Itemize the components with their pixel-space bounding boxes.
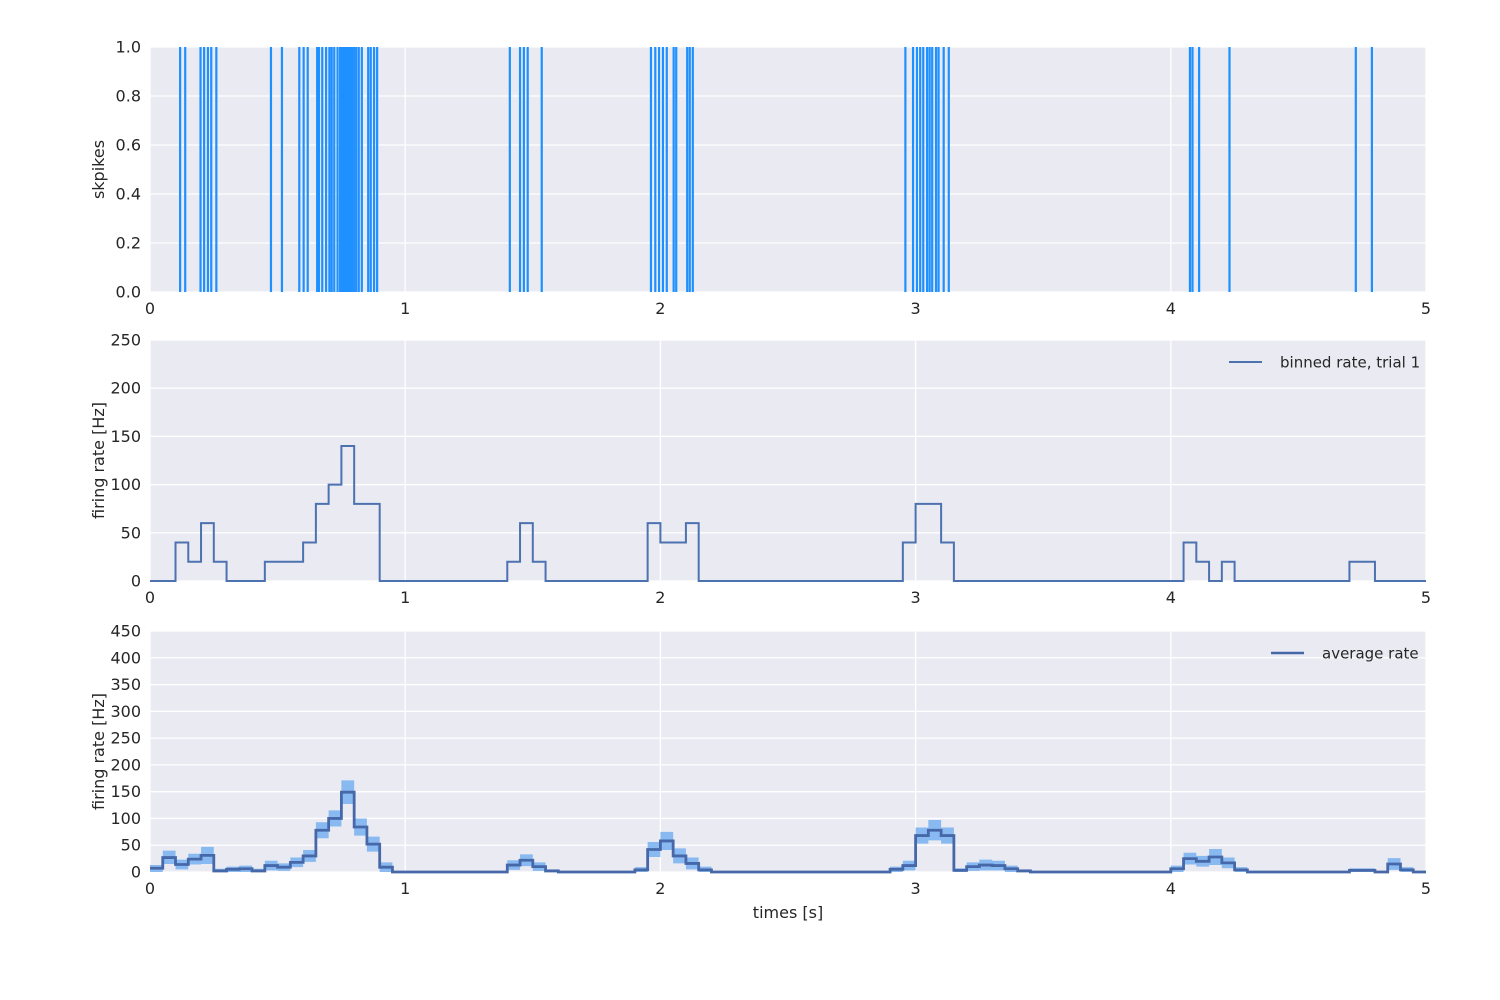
x-tick-label: 2 [655,299,665,318]
average-rate-panel: 0 50 100 150 200 250 300 350 400 450 0 1 2 3 4 5 firing … [89,622,1431,923]
x-tick-label: 0 [145,879,155,898]
y-tick-label: 0.4 [116,185,141,204]
legend-label: average rate [1322,645,1419,663]
y-tick-label: 50 [121,836,141,855]
y-axis-label: firing rate [Hz] [89,402,108,519]
y-tick-label: 0.6 [116,136,141,155]
binned-rate-step-line [150,445,1426,582]
y-tick-label: 0.2 [116,234,141,253]
binned-rate-panel: 0 50 100 150 200 250 0 1 2 3 4 5 firing rate [Hz] bin… [89,331,1431,608]
x-axis-label: times [s] [753,903,823,922]
x-tick-label: 3 [911,299,921,318]
x-tick-label: 1 [400,879,410,898]
y-tick-label: 450 [110,622,141,641]
y-tick-label: 250 [110,331,141,350]
average-rate-mean-line [150,790,1426,874]
x-tick-label: 1 [400,299,410,318]
x-tick-label: 3 [911,879,921,898]
y-tick-label: 100 [110,475,141,494]
x-tick-label: 0 [145,588,155,607]
legend-binned-rate: binned rate, trial 1 [1229,354,1420,372]
y-tick-label: 100 [110,809,141,828]
y-axis-label: firing rate [Hz] [89,693,108,810]
y-tick-label: 50 [121,523,141,542]
y-axis-label: skpikes [89,140,108,199]
x-tick-label: 0 [145,299,155,318]
x-tick-label: 4 [1166,588,1176,607]
x-tick-label: 4 [1166,299,1176,318]
spike-raster-panel: 0.0 0.2 0.4 0.6 0.8 1.0 0 1 2 3 4 5 skpikes [89,38,1431,319]
x-tick-label: 2 [655,588,665,607]
legend-average-rate: average rate [1271,645,1419,663]
y-tick-label: 200 [110,755,141,774]
x-tick-label: 2 [655,879,665,898]
average-rate-std-band [150,780,1426,872]
y-tick-label: 200 [110,379,141,398]
panel-background [150,340,1426,581]
y-tick-label: 150 [110,782,141,801]
x-tick-label: 5 [1421,299,1431,318]
x-tick-label: 5 [1421,588,1431,607]
legend-label: binned rate, trial 1 [1280,354,1420,372]
y-tick-label: 150 [110,427,141,446]
y-tick-label: 0.0 [116,283,141,302]
y-tick-label: 250 [110,729,141,748]
y-tick-label: 400 [110,648,141,667]
y-tick-label: 0.8 [116,87,141,106]
panel-background [150,631,1426,872]
x-tick-label: 1 [400,588,410,607]
y-tick-label: 300 [110,702,141,721]
y-tick-label: 0 [131,863,141,882]
x-tick-label: 5 [1421,879,1431,898]
y-tick-label: 0 [131,572,141,591]
y-tick-label: 350 [110,675,141,694]
y-tick-label: 1.0 [116,38,141,57]
x-tick-label: 4 [1166,879,1176,898]
x-tick-label: 3 [911,588,921,607]
